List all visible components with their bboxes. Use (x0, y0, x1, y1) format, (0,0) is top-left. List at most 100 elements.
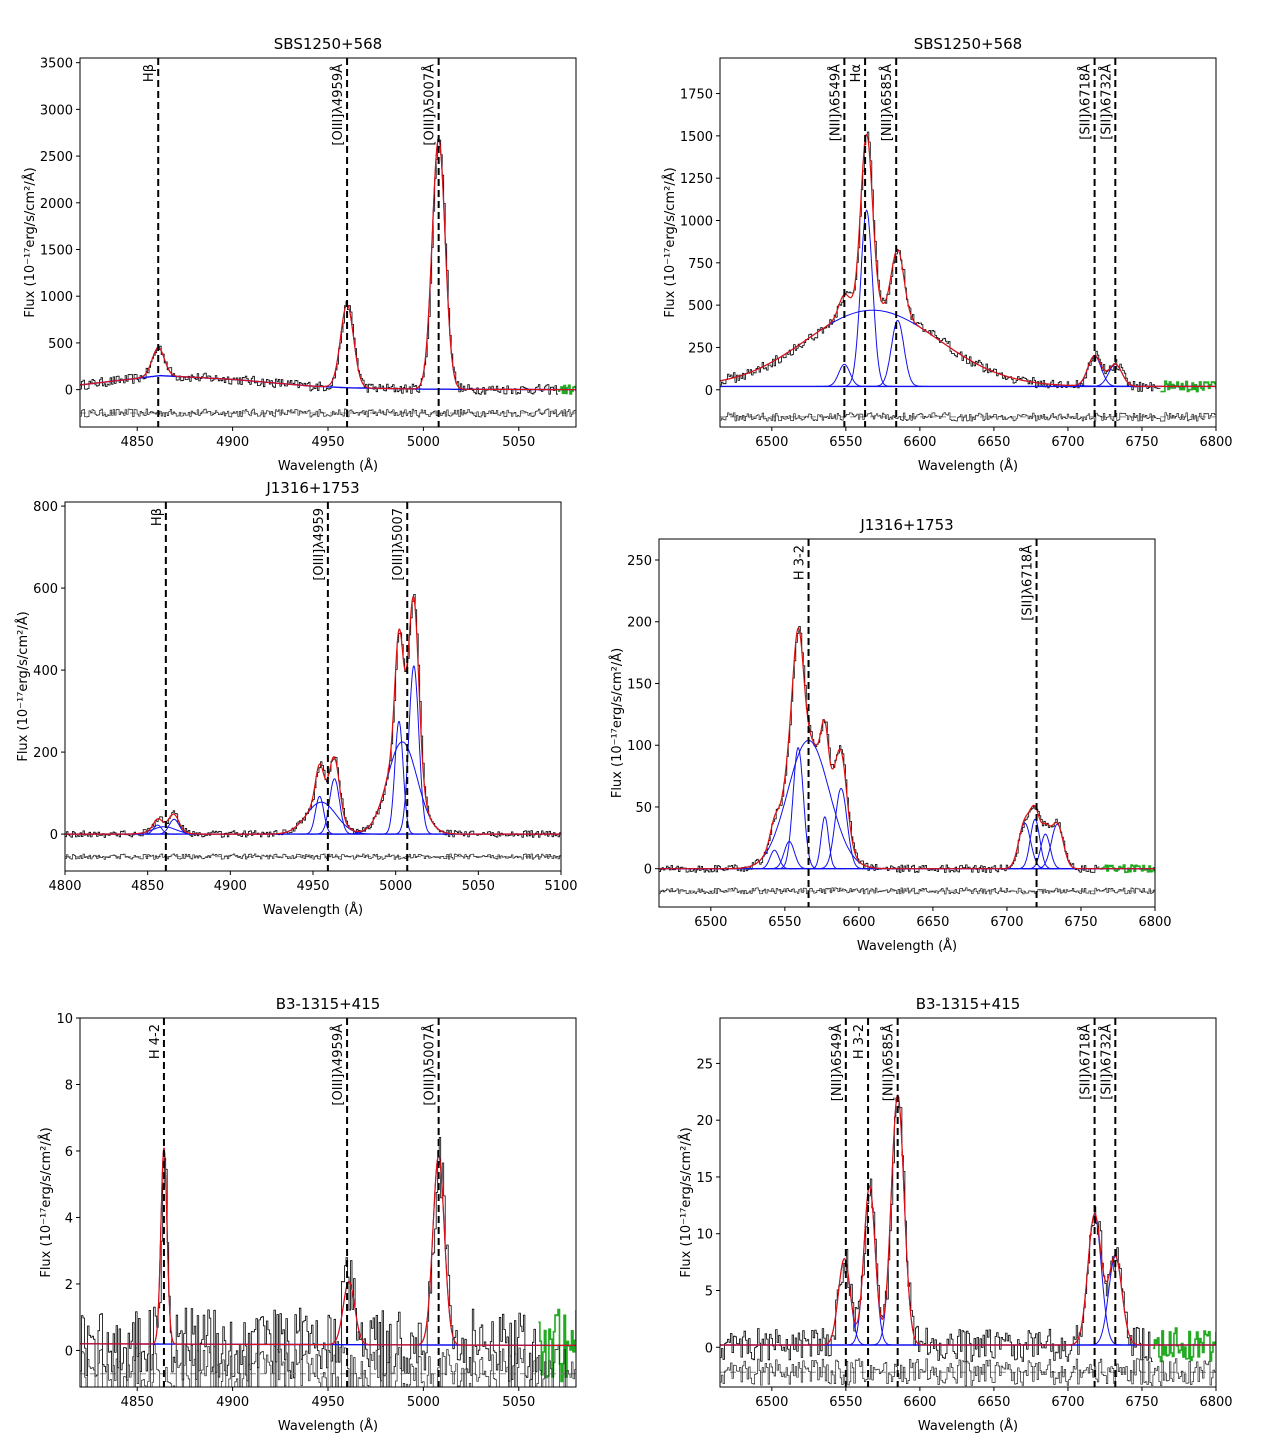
component-NII6549 (816, 363, 873, 387)
total-model (65, 595, 561, 835)
x-tick-label: 4900 (216, 435, 249, 450)
y-axis-label: Flux (10⁻¹⁷erg/s/cm²/Å) (15, 611, 31, 761)
panel-title: J1316+1753 (265, 479, 359, 497)
masked-spectrum (558, 384, 576, 395)
x-tick-label: 6800 (1199, 435, 1232, 450)
x-axis-label: Wavelength (Å) (857, 938, 957, 954)
plot-area (65, 594, 561, 860)
residual-spectrum (720, 412, 1216, 422)
total-model (659, 627, 1155, 870)
line-label: [NII]λ6549Å (829, 1024, 845, 1101)
y-tick-label: 3000 (40, 103, 73, 118)
component-NII6585 (811, 787, 871, 870)
line-label: Hα (849, 64, 864, 82)
x-tick-label: 4950 (311, 435, 344, 450)
y-tick-label: 10 (696, 1228, 713, 1243)
x-tick-label: 6600 (903, 1395, 936, 1410)
y-tick-label: 0 (65, 384, 73, 399)
panel-title: B3-1315+415 (276, 995, 381, 1013)
x-tick-label: 6550 (829, 1395, 862, 1410)
x-tick-label: 4950 (311, 1395, 344, 1410)
component-Ha-red (806, 816, 844, 870)
y-tick-label: 100 (627, 739, 652, 754)
line-label: [NII]λ6585Å (879, 64, 895, 141)
residual-spectrum (80, 408, 576, 418)
line-label: [NII]λ6585Å (881, 1024, 897, 1101)
x-tick-label: 5100 (544, 879, 577, 894)
spectrum-panel-2: [NII]λ6549Å Hα [NII]λ6585Å [SII]λ6718Å [SII]… (662, 35, 1233, 474)
line-label: [OIII]λ4959 (312, 508, 327, 581)
plot-area (80, 1137, 576, 1387)
plot-area (720, 1094, 1216, 1387)
x-tick-label: 4900 (214, 879, 247, 894)
x-tick-label: 5000 (379, 879, 412, 894)
line-label: [SII]λ6732Å (1098, 1024, 1114, 1100)
y-tick-label: 0 (65, 1344, 73, 1359)
x-tick-label: 6650 (977, 435, 1010, 450)
component-SII-b (1011, 818, 1059, 870)
component-Hb-broad (106, 826, 223, 835)
axes-frame (658, 538, 1156, 908)
residual-spectrum (659, 887, 1155, 895)
component-Ha-blue (772, 747, 824, 870)
masked-spectrum (1099, 864, 1155, 874)
x-axis-label: Wavelength (Å) (278, 1418, 378, 1434)
component-NII-a (752, 849, 797, 870)
x-tick-label: 6500 (694, 915, 727, 930)
x-axis-label: Wavelength (Å) (278, 458, 378, 474)
y-tick-label: 200 (33, 746, 58, 761)
x-tick-label: 6700 (1051, 435, 1084, 450)
x-axis-label: Wavelength (Å) (918, 458, 1018, 474)
component-OIII5007-blue (378, 720, 420, 835)
x-tick-label: 6500 (755, 1395, 788, 1410)
y-tick-label: 1000 (40, 290, 73, 305)
observed-spectrum (80, 1137, 539, 1382)
y-tick-label: 2500 (40, 150, 73, 165)
line-label: H 4-2 (148, 1024, 163, 1059)
y-tick-label: 1000 (680, 214, 713, 229)
panel-title: SBS1250+568 (274, 35, 382, 53)
y-tick-label: 800 (33, 500, 58, 515)
x-tick-label: 6600 (903, 435, 936, 450)
component-OIII5007 (406, 138, 471, 390)
panel-title: B3-1315+415 (916, 995, 1021, 1013)
line-label: Hβ (150, 508, 165, 526)
x-tick-label: 4800 (48, 879, 81, 894)
masked-spectrum (1152, 1327, 1216, 1363)
line-label: H 3-2 (852, 1024, 867, 1059)
y-tick-label: 250 (688, 341, 713, 356)
line-label: [OIII]λ5007Å (422, 1024, 438, 1106)
component-Hb-blue (136, 824, 179, 835)
y-tick-label: 500 (688, 299, 713, 314)
component-narrow-Ha (837, 209, 897, 387)
spectrum-panel-4: H 3-2 [SII]λ6718Å 6500 6550 6600 6650 6700 6750… (609, 516, 1172, 954)
x-tick-label: 4900 (216, 1395, 249, 1410)
y-tick-label: 1250 (680, 172, 713, 187)
y-tick-label: 15 (696, 1171, 713, 1186)
y-tick-label: 150 (627, 677, 652, 692)
plot-area (720, 131, 1216, 422)
panel-title: J1316+1753 (859, 516, 953, 534)
y-tick-label: 50 (635, 801, 652, 816)
residual-spectrum (720, 1358, 1216, 1387)
observed-spectrum (65, 594, 561, 838)
x-tick-label: 4850 (121, 1395, 154, 1410)
x-tick-label: 6800 (1199, 1395, 1232, 1410)
y-tick-label: 1500 (40, 244, 73, 259)
x-tick-label: 6700 (1051, 1395, 1084, 1410)
y-tick-label: 0 (50, 828, 58, 843)
x-tick-label: 6750 (1125, 435, 1158, 450)
total-model (80, 1147, 576, 1346)
line-label: [SII]λ6718Å (1020, 545, 1036, 621)
y-tick-label: 500 (48, 337, 73, 352)
x-axis-label: Wavelength (Å) (263, 902, 363, 918)
residual-spectrum (65, 853, 561, 860)
x-tick-label: 5050 (462, 879, 495, 894)
y-tick-label: 400 (33, 664, 58, 679)
total-model (720, 133, 1216, 387)
y-axis-label: Flux (10⁻¹⁷erg/s/cm²/Å) (22, 167, 38, 317)
x-tick-label: 4850 (121, 435, 154, 450)
y-tick-label: 20 (696, 1114, 713, 1129)
x-tick-label: 4850 (131, 879, 164, 894)
